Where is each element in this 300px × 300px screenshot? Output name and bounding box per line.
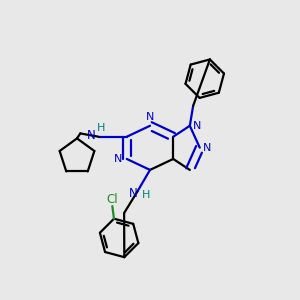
Text: N: N [129,187,138,200]
Text: Cl: Cl [106,193,118,206]
Text: N: N [87,129,96,142]
Text: N: N [114,154,123,164]
Text: N: N [203,143,211,153]
Text: N: N [193,121,201,131]
Text: N: N [146,112,154,122]
Text: H: H [97,123,105,134]
Text: H: H [142,190,150,200]
